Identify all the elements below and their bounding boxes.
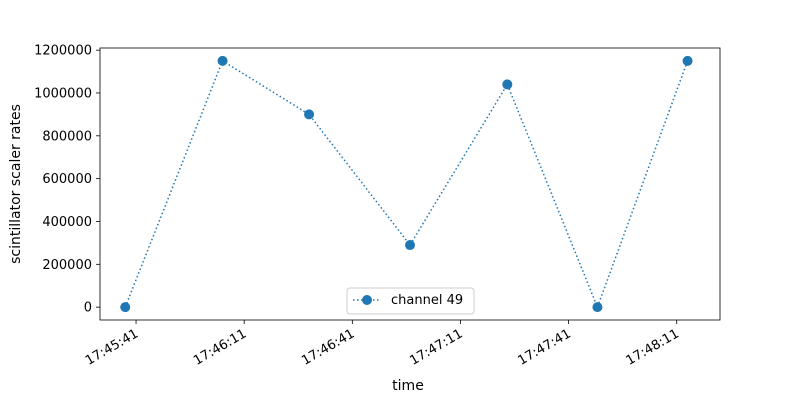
- data-point: [120, 302, 131, 313]
- y-tick-label: 1000000: [34, 86, 92, 101]
- x-tick-label: 17:46:41: [299, 326, 357, 368]
- data-point: [502, 79, 513, 90]
- data-point: [405, 240, 415, 251]
- y-axis-ticks: 0 200000 400000 600000 800000 1000000 1200000: [34, 44, 100, 316]
- data-point: [217, 55, 228, 66]
- plot-area: [99, 47, 721, 321]
- legend-box: [346, 287, 475, 315]
- x-tick-label: 17:47:41: [516, 326, 574, 368]
- y-tick-label: 0: [84, 301, 92, 316]
- series-layer: [120, 55, 693, 313]
- y-tick-label: 200000: [42, 258, 92, 273]
- legend-label: channel 49: [391, 293, 463, 308]
- data-point: [304, 109, 315, 120]
- data-point: [592, 302, 603, 313]
- y-tick-label: 800000: [42, 129, 92, 144]
- y-tick-label: 600000: [42, 172, 92, 187]
- x-axis-ticks: 17:45:41 17:46:11 17:46:41 17:47:11 17:47:41…: [83, 320, 682, 369]
- y-tick-label: 400000: [42, 215, 92, 230]
- x-axis-label: time: [392, 378, 424, 394]
- legend: channel 49: [346, 287, 475, 315]
- y-axis-label: scintillator scaler rates: [8, 104, 24, 264]
- x-tick-label: 17:46:11: [191, 326, 249, 368]
- y-tick-label: 1200000: [34, 44, 92, 59]
- x-tick-label: 17:48:11: [624, 326, 682, 368]
- x-tick-label: 17:45:41: [83, 326, 141, 368]
- x-tick-label: 17:47:11: [407, 326, 465, 368]
- legend-marker: [362, 295, 372, 305]
- data-point: [682, 55, 693, 66]
